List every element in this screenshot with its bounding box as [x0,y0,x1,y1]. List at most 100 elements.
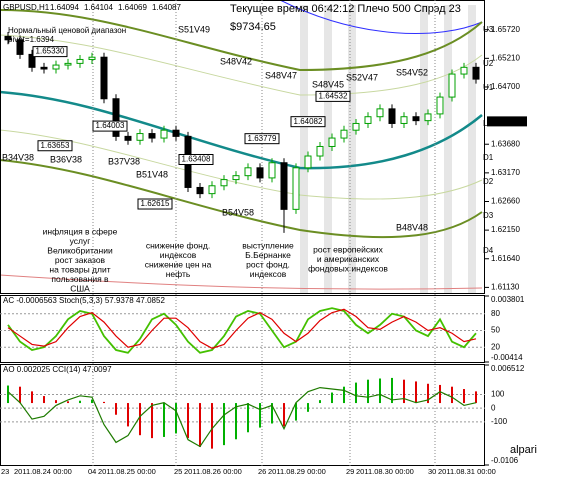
price-label: 1.63653 [41,141,70,150]
level-label: S54V52 [396,67,428,77]
panel-title: AO 0.002025 CCI(14) 47.0097 [3,365,112,374]
candle-body [376,108,384,118]
level-label: S48V42 [220,56,252,66]
candle-body [388,108,396,124]
y2-tick-label: 0.006512 [491,364,525,373]
candle-body [448,73,456,98]
annotation: выступление [242,240,294,250]
candle-body [472,66,480,80]
pivot-label: U3 [483,25,494,34]
price-label-box [32,46,68,58]
level-label: B34V38 [2,152,34,162]
chart-title: GBPUSD,H1 [3,3,50,12]
price-label: 1.63408 [182,155,211,164]
level-label: S52V47 [346,72,378,82]
candle-body [112,98,120,137]
annotation: Великобритании [47,245,113,255]
candle-body [364,116,372,124]
annotation: Б.Бернанке [245,250,291,260]
x-tick-label: 04 [88,467,96,476]
pivot-label: D4 [483,246,494,255]
level-label: S51V49 [178,24,210,34]
last-price-label: 1.64087 [490,116,519,125]
x-tick-label: 2011.08.31 00:00 [438,467,496,476]
quote-value: 1.64094 [50,3,79,12]
annotation: индексов [160,250,197,260]
price-label-box [92,120,128,132]
y-tick-label: 1.62660 [491,197,520,206]
annotation: рост заказов [55,255,106,265]
x-tick-label: 26 [258,467,266,476]
y-tick-label: 1.63680 [491,139,520,148]
candle-body [100,56,108,100]
candle-body [256,167,264,179]
candle-body [124,135,132,141]
candle-body [40,66,48,70]
y-tick-label: 20 [491,342,500,351]
price-label: 1.64082 [294,117,323,126]
candle-body [340,129,348,139]
level-label: B48V48 [396,222,428,232]
annotation: индексов [250,269,287,279]
candle-body [280,162,288,210]
price-label: 1.64532 [319,92,348,101]
candle-body [148,133,156,139]
last-price-box [487,116,527,127]
candle-body [160,129,168,139]
candle-body [400,116,408,124]
pivot-label: LB [483,119,493,128]
candle-body [232,175,240,181]
annotation: фондовых индексов [308,263,388,273]
indicator-line [7,308,477,349]
candle-body [316,145,324,157]
annotation: пользования в [51,274,109,284]
annotation: инфляция в сфере [43,226,118,236]
x-tick-label: 29 [346,467,354,476]
level-label: S48V47 [265,70,297,80]
level-label: S48V45 [312,79,344,89]
range-label: Нормальный ценовой диапазон [8,26,126,35]
quote-value: 1.64069 [118,3,147,12]
y-tick-label: 1.64700 [491,82,520,91]
y-tick-label: 100 [491,390,505,399]
pivot-label: pivot=1.6394 [8,35,55,44]
candle-body [412,116,420,122]
candle-body [352,122,360,131]
y-tick-label: 1.65210 [491,53,520,62]
panel-title: AC -0.0006563 Stoch(5,3,3) 57.9378 47.08… [3,296,165,305]
indicator-line [7,386,477,448]
x-tick-label: 23 [1,467,9,476]
annotation: и американских [317,254,380,264]
pivot-label: U2 [483,59,494,68]
pivot-label: U1 [483,83,494,92]
balance: $9734.65 [230,21,276,33]
y-tick-label: 1.65720 [491,25,520,34]
x-tick-label: 25 [174,467,182,476]
candle-body [76,58,84,64]
annotation: услуг [70,236,91,246]
annotation: снижение цен на [145,259,212,269]
quote-value: 1.64087 [152,3,181,12]
candle-body [136,133,144,141]
annotation: нефть [166,269,191,279]
price-label-box [137,198,173,210]
pivot-label: D1 [483,153,494,162]
price-label-box [290,116,326,128]
y-tick-label: 1.62150 [491,225,520,234]
candle-body [304,155,312,169]
annotation: США [70,283,90,293]
price-label: 1.62615 [141,199,170,208]
candle-body [268,162,276,179]
y2-tick-label: -0.0106 [491,456,519,465]
candle-body [424,113,432,122]
x-tick-label: 2011.08.29 00:00 [268,467,326,476]
candle-body [88,56,96,60]
y2-tick-label: -0.00414 [491,353,523,362]
annotation: рост фонд. [246,259,290,269]
y-tick-label: 1.61130 [491,282,520,291]
candle-body [172,129,180,137]
candle-body [220,179,228,187]
x-tick-label: 2011.08.26 00:00 [184,467,242,476]
x-tick-label: 2011.08.30 00:00 [356,467,414,476]
price-label-box [244,133,280,145]
